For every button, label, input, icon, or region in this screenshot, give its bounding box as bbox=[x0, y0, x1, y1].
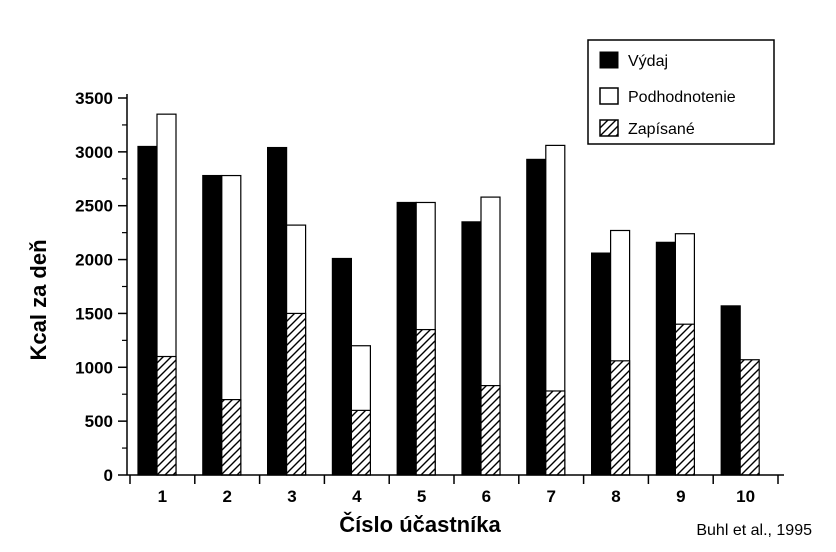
x-tick-label: 9 bbox=[676, 487, 685, 506]
y-tick-label: 1000 bbox=[75, 358, 113, 377]
bar-vydaj bbox=[526, 158, 547, 476]
legend-swatch-vydaj bbox=[599, 51, 619, 69]
legend: Výdaj Podhodnotenie Zapísané bbox=[587, 39, 775, 145]
legend-label-vydaj: Výdaj bbox=[628, 53, 668, 70]
bar-zapisane bbox=[674, 323, 696, 476]
bar-zapisane bbox=[350, 409, 371, 476]
bar-vydaj bbox=[396, 201, 417, 476]
y-tick-label: 0 bbox=[104, 466, 113, 485]
bar-zapisane bbox=[739, 359, 760, 476]
y-tick-label: 1500 bbox=[75, 304, 113, 323]
x-tick-label: 4 bbox=[352, 487, 362, 506]
bar-vydaj bbox=[331, 257, 352, 476]
bar-vydaj bbox=[267, 146, 288, 476]
y-axis: 0 500 1000 1500 2000 2500 3000 3500 bbox=[75, 89, 128, 485]
y-tick-label: 2000 bbox=[75, 251, 113, 270]
x-tick-label: 10 bbox=[736, 487, 755, 506]
bar-zapisane bbox=[156, 355, 177, 476]
x-tick-label: 2 bbox=[222, 487, 231, 506]
bar-vydaj bbox=[655, 241, 677, 476]
legend-box bbox=[587, 39, 775, 145]
bar-zapisane bbox=[286, 312, 307, 476]
bars-group bbox=[137, 113, 760, 476]
y-tick-label: 500 bbox=[85, 412, 113, 431]
legend-swatch-podhodnotenie bbox=[599, 87, 619, 105]
bar-zapisane bbox=[545, 390, 566, 476]
source-note: Buhl et al., 1995 bbox=[696, 522, 812, 539]
x-tick-label: 7 bbox=[546, 487, 555, 506]
bar-vydaj bbox=[202, 174, 223, 476]
bar-zapisane bbox=[221, 399, 242, 476]
y-tick-label: 2500 bbox=[75, 197, 113, 216]
legend-label-zapisane: Zapísané bbox=[628, 121, 695, 138]
bar-zapisane bbox=[480, 384, 501, 476]
bar-vydaj bbox=[720, 305, 741, 476]
y-tick-label: 3500 bbox=[75, 89, 113, 108]
x-tick-label: 8 bbox=[611, 487, 620, 506]
x-axis: 1 2 3 4 5 6 7 8 9 10 bbox=[127, 474, 784, 506]
x-tick-label: 3 bbox=[287, 487, 296, 506]
bar-zapisane bbox=[415, 328, 436, 476]
x-tick-label: 1 bbox=[158, 487, 167, 506]
bar-vydaj bbox=[461, 221, 482, 476]
bar-zapisane bbox=[609, 360, 631, 476]
x-tick-label: 6 bbox=[482, 487, 491, 506]
legend-swatch-zapisane bbox=[599, 119, 619, 137]
y-axis-label: Kcal za deň bbox=[26, 239, 51, 360]
x-axis-label: Číslo účastníka bbox=[339, 512, 501, 537]
bar-vydaj bbox=[137, 145, 158, 476]
y-tick-label: 3000 bbox=[75, 143, 113, 162]
x-tick-label: 5 bbox=[417, 487, 426, 506]
legend-label-podhodnotenie: Podhodnotenie bbox=[628, 89, 736, 106]
bar-vydaj bbox=[590, 252, 612, 476]
